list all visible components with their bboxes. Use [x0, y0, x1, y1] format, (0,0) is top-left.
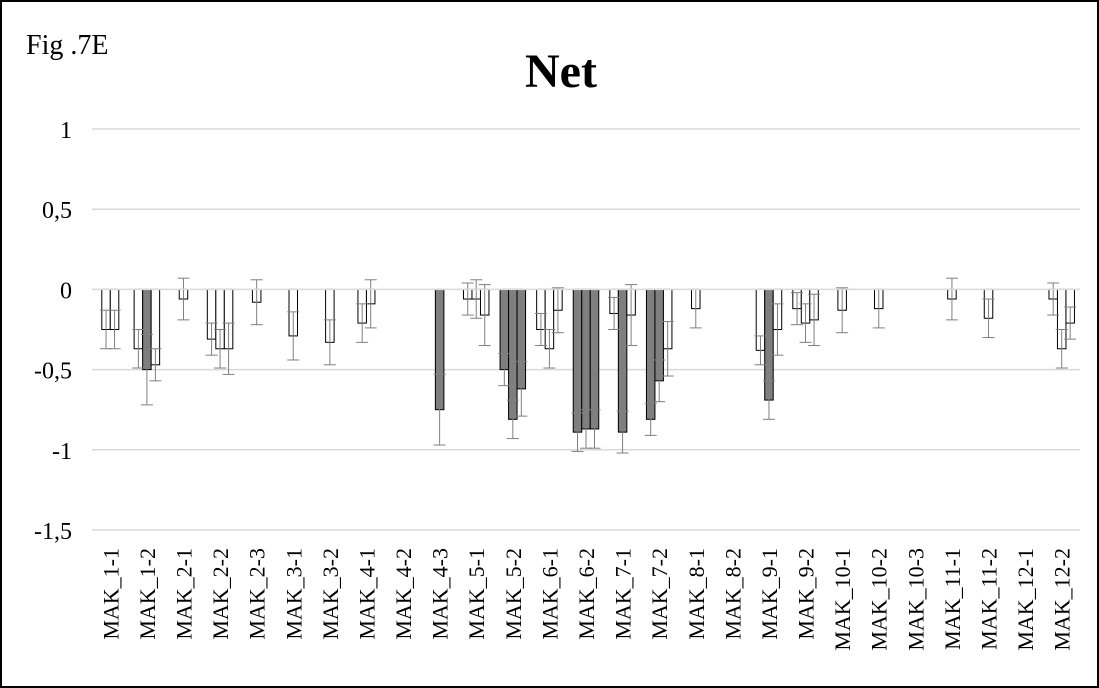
chart-title: Net	[525, 45, 597, 98]
x-tick-label: MAK_12-2	[1050, 548, 1075, 651]
x-tick-label: MAK_11-1	[940, 548, 965, 650]
bar	[572, 288, 583, 433]
error-bars	[100, 277, 1077, 454]
x-tick-label: MAK_3-2	[318, 548, 343, 640]
x-tick-label: MAK_11-2	[977, 548, 1002, 650]
x-tick-label: MAK_2-1	[171, 548, 196, 640]
x-tick-label: MAK_7-1	[611, 548, 636, 640]
gridlines	[92, 128, 1080, 531]
bar	[581, 288, 591, 430]
bar	[589, 288, 600, 430]
y-tick-label: 0	[60, 278, 72, 304]
x-tick-label: MAK_8-1	[684, 548, 709, 640]
x-tick-label: MAK_10-1	[830, 548, 855, 651]
x-tick-label: MAK_6-2	[574, 548, 599, 640]
x-axis-tick-labels: MAK_1-1 MAK_1-2 MAK_2-1 MAK_2-2 MAK_2-3 MAK_3…	[98, 548, 1074, 651]
x-tick-label: MAK_4-2	[391, 548, 416, 640]
x-tick-label: MAK_4-1	[354, 548, 379, 640]
y-tick-label: 0,5	[42, 198, 72, 224]
x-tick-label: MAK_1-1	[98, 548, 123, 640]
x-tick-label: MAK_4-3	[428, 548, 453, 640]
y-tick-label: -1,5	[34, 519, 72, 545]
bar	[645, 288, 656, 420]
bar	[617, 288, 628, 433]
x-tick-label: MAK_8-2	[720, 548, 745, 640]
x-tick-label: MAK_6-1	[537, 548, 562, 640]
x-tick-label: MAK_5-1	[464, 548, 489, 640]
x-tick-label: MAK_9-1	[757, 548, 782, 640]
x-tick-label: MAK_2-3	[245, 548, 270, 640]
x-tick-label: MAK_5-2	[501, 548, 526, 640]
x-tick-label: MAK_10-2	[867, 548, 892, 651]
x-tick-label: MAK_12-1	[1013, 548, 1038, 651]
x-tick-label: MAK_7-2	[647, 548, 672, 640]
x-tick-label: MAK_2-2	[208, 548, 233, 640]
y-tick-label: -0,5	[34, 359, 72, 385]
y-axis-tick-labels: 1 0,5 0 -0,5 -1 -1,5	[34, 118, 72, 545]
y-tick-label: -1	[52, 439, 72, 465]
x-tick-label: MAK_3-1	[281, 548, 306, 640]
x-tick-label: MAK_9-2	[794, 548, 819, 640]
figure-label: Fig .7E	[26, 30, 108, 61]
y-tick-label: 1	[60, 118, 72, 144]
x-tick-label: MAK_1-2	[135, 548, 160, 640]
x-tick-label: MAK_10-3	[903, 548, 928, 651]
